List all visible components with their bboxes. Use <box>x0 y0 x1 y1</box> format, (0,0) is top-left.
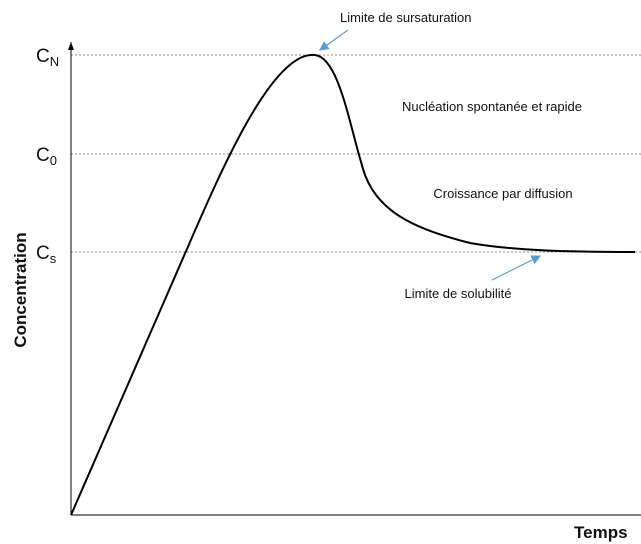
level-label: Cs <box>36 243 57 266</box>
annotation: Croissance par diffusion <box>433 186 572 201</box>
annotation: Limite de solubilité <box>405 286 512 301</box>
annotation: Nucléation spontanée et rapide <box>402 99 582 114</box>
arrow <box>319 29 349 51</box>
y-axis-label: Concentration <box>11 232 30 347</box>
level-label: CN <box>36 46 59 69</box>
concentration-curve <box>70 53 636 516</box>
level-label: C0 <box>36 145 57 168</box>
y-axis-arrow <box>68 42 74 50</box>
guide-lines <box>71 54 641 253</box>
arrow <box>491 255 542 281</box>
x-axis-label: Temps <box>574 523 628 542</box>
annotation: Limite de sursaturation <box>340 10 472 25</box>
